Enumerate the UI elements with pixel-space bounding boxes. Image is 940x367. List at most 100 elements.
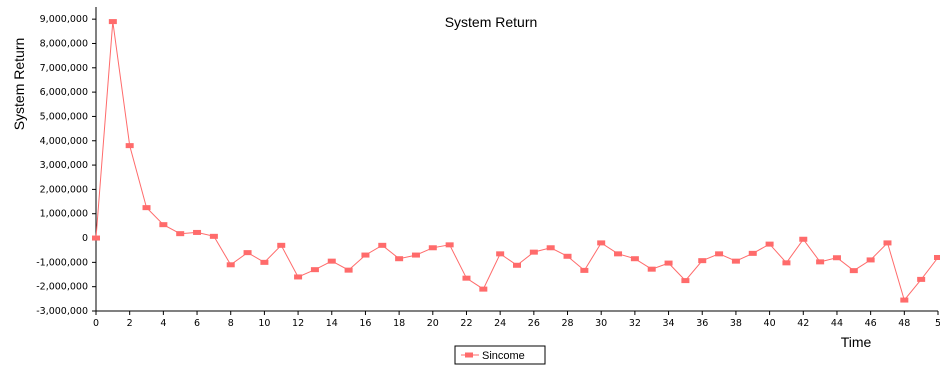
data-point: [479, 286, 488, 292]
data-point: [193, 229, 202, 235]
x-tick-label: 40: [764, 318, 776, 329]
y-tick-label: 8,000,000: [40, 38, 88, 49]
data-point: [546, 245, 555, 251]
y-tick-label: 5,000,000: [40, 111, 88, 122]
x-tick-label: 44: [831, 318, 843, 329]
data-point: [563, 253, 572, 259]
x-tick-label: 34: [663, 318, 675, 329]
data-point: [647, 266, 656, 272]
data-point: [580, 267, 589, 273]
data-point: [108, 19, 117, 25]
y-tick-label: -2,000,000: [36, 282, 88, 293]
y-axis-label: System Return: [11, 38, 27, 131]
x-tick-label: 12: [292, 318, 304, 329]
data-point: [731, 258, 740, 264]
y-tick-label: 2,000,000: [40, 184, 88, 195]
legend-marker: [465, 352, 473, 358]
x-axis-label: Time: [841, 334, 872, 350]
data-point: [614, 251, 623, 257]
x-tick-label: 46: [865, 318, 877, 329]
x-tick-label: 28: [561, 318, 573, 329]
data-point: [900, 297, 909, 303]
x-tick-label: 42: [797, 318, 809, 329]
data-point: [849, 268, 858, 274]
series-line: [95, 21, 939, 302]
data-point: [715, 251, 724, 257]
series-group: [92, 19, 940, 303]
data-point: [226, 262, 235, 268]
data-point: [597, 240, 606, 246]
data-point: [816, 259, 825, 265]
x-tick-label: 5: [935, 318, 940, 329]
y-tick-label: 4,000,000: [40, 136, 88, 147]
data-point: [513, 262, 521, 268]
data-point: [243, 250, 252, 256]
axes: [95, 7, 938, 312]
data-point: [294, 274, 303, 280]
y-ticks: -3,000,000 -2,000,000 -1,000,000 0 1,000,000…: [36, 14, 96, 317]
data-point: [462, 275, 471, 281]
data-point: [496, 251, 505, 257]
legend-label: Sincome: [482, 350, 525, 362]
data-point: [361, 252, 370, 258]
y-tick-label: 1,000,000: [40, 209, 88, 220]
data-point: [765, 241, 774, 247]
y-tick-label: 7,000,000: [40, 63, 88, 74]
x-tick-label: 22: [460, 318, 472, 329]
x-tick-label: 36: [696, 318, 708, 329]
x-ticks: 0 2 4 6 8 10 12 14 16 18 20 22 24 26 28 30 32 34 36 38 40 42 4…: [93, 311, 940, 329]
data-point: [159, 222, 168, 228]
x-tick-label: 14: [326, 318, 338, 329]
data-point: [327, 258, 336, 264]
data-point: [310, 267, 319, 273]
x-tick-label: 6: [194, 318, 200, 329]
x-tick-label: 18: [393, 318, 405, 329]
y-tick-label: 9,000,000: [40, 14, 88, 25]
x-tick-label: 2: [127, 318, 133, 329]
data-point: [799, 236, 808, 242]
legend: Sincome: [454, 345, 546, 365]
x-tick-label: 4: [160, 318, 166, 329]
x-tick-label: 10: [258, 318, 270, 329]
data-point: [277, 242, 286, 248]
x-tick-label: 32: [629, 318, 641, 329]
data-point: [92, 235, 100, 241]
data-point: [630, 256, 639, 262]
chart-title: System Return: [445, 14, 538, 30]
data-point: [411, 252, 420, 258]
x-tick-label: 16: [359, 318, 371, 329]
data-point: [176, 231, 185, 237]
data-point: [782, 260, 791, 266]
y-tick-label: 6,000,000: [40, 87, 88, 98]
x-tick-label: 30: [595, 318, 607, 329]
y-tick-label: 0: [82, 233, 88, 244]
x-tick-label: 20: [427, 318, 439, 329]
data-point: [934, 254, 940, 260]
data-point: [260, 259, 269, 265]
data-point: [866, 257, 875, 263]
data-point: [344, 267, 353, 273]
data-point: [445, 242, 454, 248]
y-tick-label: -1,000,000: [36, 257, 88, 268]
x-tick-label: 24: [494, 318, 506, 329]
data-point: [681, 278, 690, 284]
data-point: [748, 250, 757, 256]
y-tick-label: -3,000,000: [36, 306, 88, 317]
data-point: [917, 276, 926, 282]
data-point: [883, 240, 892, 246]
x-tick-label: 48: [898, 318, 910, 329]
data-point: [428, 245, 437, 251]
data-point: [209, 233, 218, 239]
data-point: [664, 260, 673, 266]
data-point: [395, 256, 404, 262]
x-tick-label: 38: [730, 318, 742, 329]
x-tick-label: 26: [528, 318, 540, 329]
data-point: [832, 255, 841, 261]
data-point: [378, 242, 387, 248]
data-point: [142, 205, 151, 211]
legend-box: [454, 345, 546, 365]
data-point: [529, 249, 538, 255]
data-point: [698, 258, 707, 264]
y-tick-label: 3,000,000: [40, 160, 88, 171]
